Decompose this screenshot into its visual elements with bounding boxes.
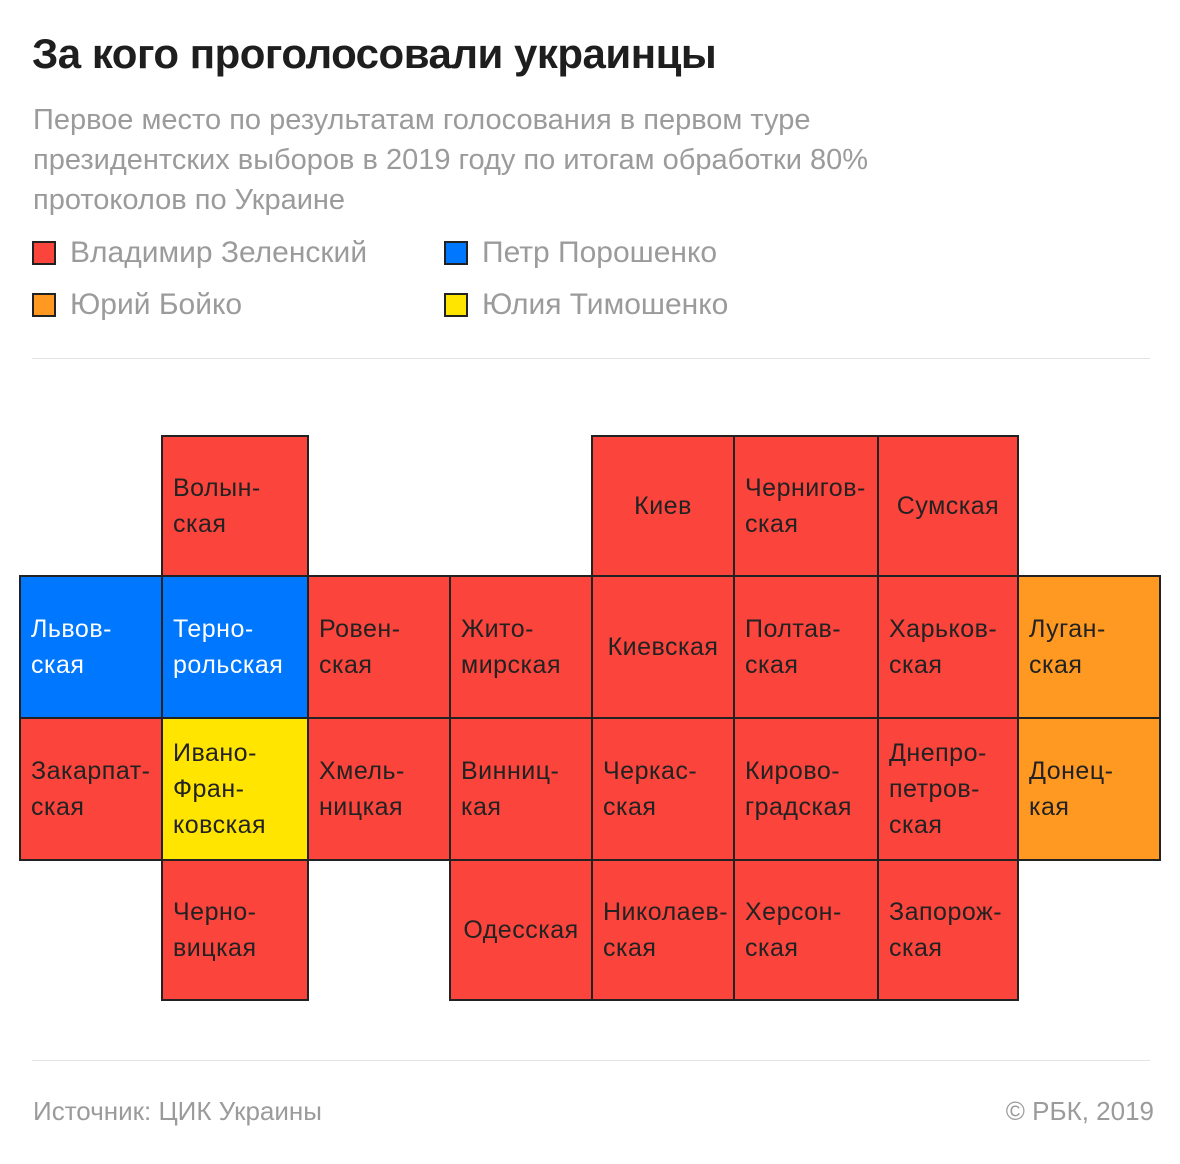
legend-item-zelensky: Владимир Зеленский xyxy=(32,236,367,270)
legend-label: Юрий Бойко xyxy=(70,288,243,321)
region-tile: Хмель- ницкая xyxy=(307,717,451,861)
region-tile: Сумская xyxy=(877,435,1019,577)
region-tile: Николаев- ская xyxy=(591,859,735,1001)
legend-item-poroshenko: Петр Порошенко xyxy=(444,236,717,270)
region-tile: Львов- ская xyxy=(19,575,163,719)
region-tile: Одесская xyxy=(449,859,593,1001)
source-note: Источник: ЦИК Украины xyxy=(33,1096,322,1126)
page-title: За кого проголосовали украинцы xyxy=(32,30,717,77)
region-tile: Черкас- ская xyxy=(591,717,735,861)
region-tile: Черно- вицкая xyxy=(161,859,309,1001)
divider xyxy=(32,358,1150,359)
legend-label: Петр Порошенко xyxy=(482,236,718,269)
legend-swatch xyxy=(444,293,468,317)
region-tile: Ивано- Фран- ковская xyxy=(161,717,309,861)
region-tile: Чернигов- ская xyxy=(733,435,879,577)
copyright: © РБК, 2019 xyxy=(1005,1096,1154,1126)
region-tile: Херсон- ская xyxy=(733,859,879,1001)
region-tile: Киевская xyxy=(591,575,735,719)
region-tile: Киев xyxy=(591,435,735,577)
region-tile: Закарпат- ская xyxy=(19,717,163,861)
region-tile: Жито- мирская xyxy=(449,575,593,719)
legend-swatch xyxy=(32,293,56,317)
legend-swatch xyxy=(444,241,468,265)
region-tile: Кирово- градская xyxy=(733,717,879,861)
region-tile: Харьков- ская xyxy=(877,575,1019,719)
legend-label: Владимир Зеленский xyxy=(70,236,368,269)
legend-item-boyko: Юрий Бойко xyxy=(32,288,242,322)
legend-swatch xyxy=(32,241,56,265)
region-tile: Винниц- кая xyxy=(449,717,593,861)
legend-label: Юлия Тимошенко xyxy=(482,288,729,321)
region-tile: Днепро- петров- ская xyxy=(877,717,1019,861)
region-tile: Волын- ская xyxy=(161,435,309,577)
region-tile: Ровен- ская xyxy=(307,575,451,719)
legend-item-tymoshenko: Юлия Тимошенко xyxy=(444,288,728,322)
region-tile: Луган- ская xyxy=(1017,575,1161,719)
region-tile: Терно- pольская xyxy=(161,575,309,719)
region-tile: Полтав- ская xyxy=(733,575,879,719)
region-tile: Запорож- ская xyxy=(877,859,1019,1001)
region-tile: Донец- кая xyxy=(1017,717,1161,861)
subtitle: Первое место по результатам голосования … xyxy=(33,104,869,216)
divider xyxy=(32,1060,1150,1061)
